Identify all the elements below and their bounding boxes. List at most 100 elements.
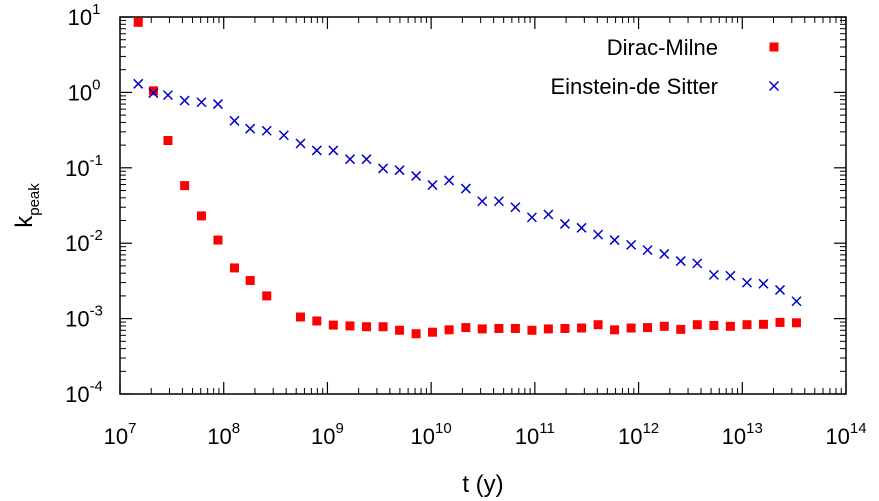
- data-points: [133, 17, 802, 339]
- y-tick-label: 100: [68, 76, 101, 105]
- data-point-square: [345, 321, 355, 331]
- data-point-x: [261, 125, 272, 136]
- data-point-x: [626, 239, 637, 250]
- data-point-square: [742, 320, 752, 330]
- data-point-square: [148, 86, 158, 96]
- data-point-x: [708, 269, 719, 280]
- data-point-x: [493, 196, 504, 207]
- data-point-square: [610, 325, 620, 335]
- x-tick-label: 107: [104, 420, 137, 449]
- data-point-square: [163, 136, 173, 146]
- data-point-square: [791, 318, 801, 328]
- series-0: [133, 17, 801, 339]
- data-point-x: [295, 138, 306, 149]
- data-point-square: [593, 320, 603, 330]
- data-point-square: [296, 312, 306, 322]
- data-point-square: [180, 181, 190, 191]
- y-tick-label: 10-3: [65, 303, 103, 332]
- data-point-square: [229, 263, 239, 273]
- data-point-square: [659, 321, 669, 331]
- data-point-square: [361, 322, 371, 332]
- legend-label-einstein-de-sitter: Einstein-de Sitter: [550, 74, 718, 99]
- data-point-square: [444, 325, 454, 335]
- data-point-x: [559, 218, 570, 229]
- data-point-square: [312, 316, 322, 326]
- x-tick-label: 1013: [722, 420, 763, 449]
- data-point-x: [758, 278, 769, 289]
- y-tick-label: 101: [68, 1, 101, 30]
- data-point-square: [196, 211, 206, 221]
- data-point-square: [395, 325, 405, 335]
- legend-marker-square: [769, 42, 779, 52]
- data-point-x: [642, 245, 653, 256]
- data-point-square: [427, 327, 437, 337]
- data-point-square: [676, 324, 686, 334]
- data-point-square: [461, 323, 471, 333]
- data-point-square: [133, 17, 143, 27]
- y-axis-title-base: k: [11, 215, 38, 228]
- data-point-x: [133, 78, 144, 89]
- data-point-x: [148, 88, 159, 99]
- data-point-x: [229, 115, 240, 126]
- data-point-square: [494, 323, 504, 333]
- data-point-x: [526, 212, 537, 223]
- y-axis-title: kpeak: [11, 183, 43, 228]
- data-point-x: [692, 258, 703, 269]
- data-point-x: [659, 248, 670, 259]
- legend-marker-x: [768, 80, 780, 92]
- x-tick-label: 1011: [515, 420, 555, 449]
- x-axis-title: t (y): [462, 471, 503, 498]
- x-tick-label: 108: [207, 420, 240, 449]
- data-point-square: [560, 323, 570, 333]
- data-point-x: [774, 284, 786, 295]
- data-point-x: [179, 95, 190, 106]
- data-point-x: [741, 277, 753, 288]
- data-point-x: [444, 175, 455, 186]
- data-point-square: [213, 235, 223, 245]
- data-point-x: [344, 154, 356, 165]
- data-point-square: [411, 329, 421, 339]
- data-point-x: [477, 196, 488, 207]
- series-1: [133, 78, 802, 307]
- data-point-x: [311, 145, 322, 156]
- x-tick-label: 1014: [825, 420, 866, 449]
- data-point-x: [328, 145, 339, 156]
- data-point-square: [543, 324, 553, 334]
- data-point-x: [510, 202, 521, 213]
- axis-ticks: 107 108 109 1010 1011 1012 1013 1014 10-4 10-3 10-…: [65, 1, 867, 449]
- data-point-square: [510, 323, 520, 333]
- data-point-square: [378, 322, 388, 332]
- legend-x: [768, 80, 780, 92]
- x-tick-label: 1012: [618, 420, 659, 449]
- data-point-square: [477, 324, 487, 334]
- legend-label-dirac-milne: Dirac-Milne: [607, 35, 718, 60]
- data-point-square: [725, 321, 735, 331]
- data-point-square: [775, 317, 785, 327]
- data-point-x: [394, 165, 405, 176]
- data-point-x: [791, 296, 802, 307]
- data-point-square: [709, 321, 719, 331]
- data-point-x: [278, 130, 289, 141]
- data-point-x: [427, 180, 438, 191]
- y-tick-label: 10-4: [65, 378, 103, 407]
- data-point-square: [626, 323, 636, 333]
- data-point-x: [576, 222, 587, 233]
- legend: Dirac-Milne Einstein-de Sitter: [550, 35, 780, 99]
- y-axis-title-subscript: peak: [26, 183, 43, 216]
- data-point-x: [609, 235, 620, 246]
- x-tick-label: 109: [311, 420, 344, 449]
- data-point-x: [725, 270, 736, 281]
- data-point-x: [675, 256, 686, 267]
- data-point-x: [593, 229, 604, 240]
- data-point-x: [245, 123, 256, 134]
- x-tick-label: 1010: [411, 420, 452, 449]
- data-point-square: [245, 276, 255, 286]
- data-point-square: [577, 323, 587, 333]
- data-point-x: [196, 97, 207, 108]
- data-point-square: [328, 320, 338, 330]
- data-point-x: [411, 170, 422, 181]
- data-point-x: [460, 183, 471, 194]
- legend-square: [769, 42, 779, 52]
